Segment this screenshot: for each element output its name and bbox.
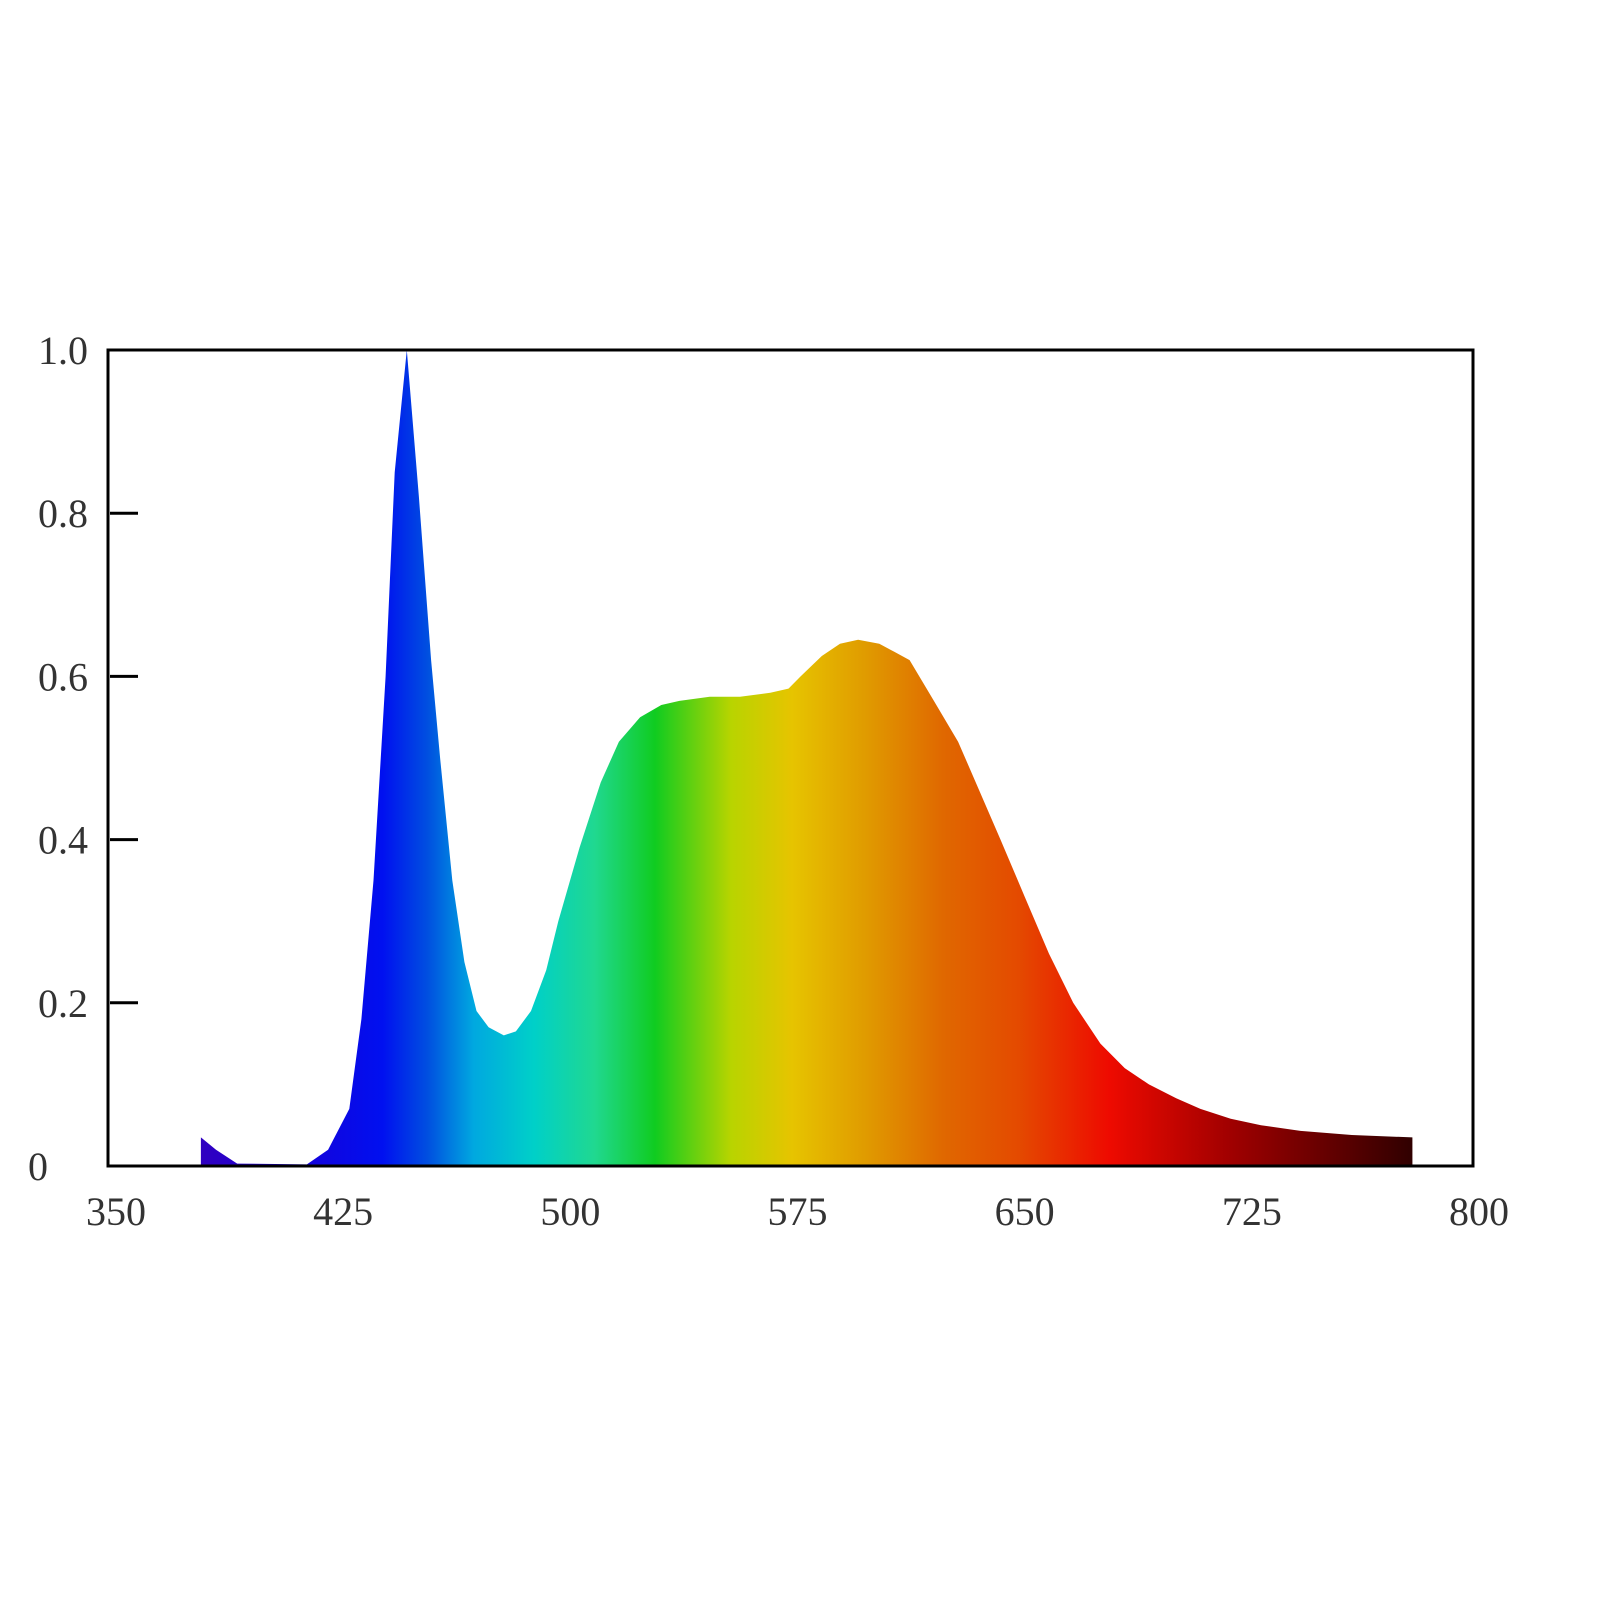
y-tick-label: 0.8 bbox=[38, 491, 88, 536]
x-tick-label: 350 bbox=[86, 1189, 146, 1234]
x-tick-label: 725 bbox=[1222, 1189, 1282, 1234]
spectrum-area-layer bbox=[200, 350, 1413, 1166]
x-tick-label: 500 bbox=[540, 1189, 600, 1234]
spectrum-area bbox=[200, 350, 1413, 1166]
y-tick-label: 0.6 bbox=[38, 654, 88, 699]
x-axis: 350 425 500 575 650 725 800 bbox=[86, 1189, 1509, 1234]
y-tick-label: 1.0 bbox=[38, 328, 88, 373]
x-tick-label: 650 bbox=[995, 1189, 1055, 1234]
x-tick-label: 800 bbox=[1449, 1189, 1509, 1234]
plot-frame bbox=[106, 348, 1475, 1168]
x-tick-label: 575 bbox=[768, 1189, 828, 1234]
x-tick-label: 425 bbox=[313, 1189, 373, 1234]
y-tick-label: 0.4 bbox=[38, 818, 88, 863]
y-tick-label: 0.2 bbox=[38, 981, 88, 1026]
y-axis: 0 0.2 0.4 0.6 0.8 1.0 bbox=[28, 328, 138, 1189]
y-tick-label: 0 bbox=[28, 1144, 48, 1189]
